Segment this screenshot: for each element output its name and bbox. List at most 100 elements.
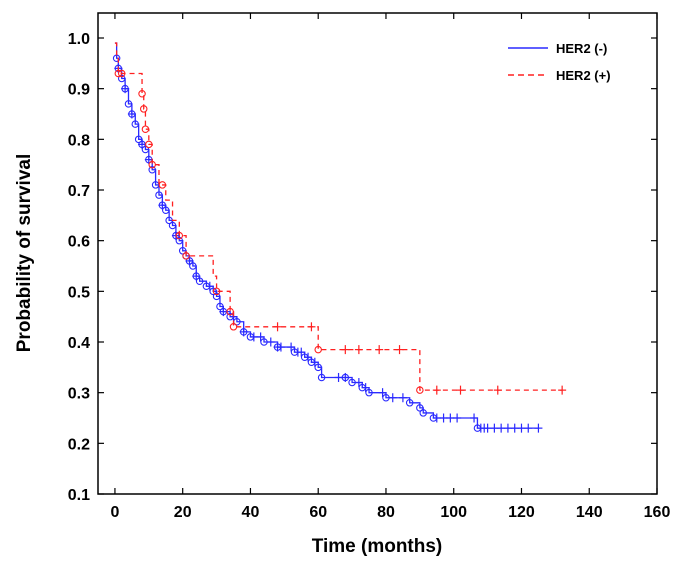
event-mark-her2-neg (141, 145, 150, 154)
x-tick-label: 160 (644, 504, 671, 521)
event-mark-her2-neg (178, 247, 187, 255)
event-mark-her2-pos (141, 125, 150, 133)
y-tick-label: 0.4 (68, 335, 90, 352)
event-mark-her2-neg (273, 343, 282, 351)
event-mark-her2-neg (212, 292, 221, 301)
censor-mark-her2-neg (490, 423, 499, 433)
event-mark-her2-pos (145, 140, 153, 149)
event-mark-her2-pos (226, 307, 234, 316)
x-tick-label: 20 (174, 504, 192, 521)
censor-mark-her2-pos (456, 385, 465, 395)
event-mark-her2-neg (348, 378, 356, 387)
event-mark-her2-pos (175, 231, 184, 240)
x-axis-label: Time (months) (312, 536, 443, 557)
legend-label-her2-neg: HER2 (-) (556, 41, 607, 56)
x-tick-label: 60 (309, 504, 327, 521)
event-mark-her2-neg (202, 282, 211, 291)
censor-mark-her2-pos (307, 322, 316, 332)
event-mark-her2-neg (195, 277, 204, 285)
censor-mark-her2-pos (395, 345, 404, 355)
censor-mark-her2-neg (446, 413, 455, 423)
event-mark-her2-pos (158, 181, 167, 189)
censor-mark-her2-pos (493, 385, 502, 395)
event-mark-her2-pos (229, 323, 238, 331)
event-mark-her2-neg (134, 135, 143, 144)
event-mark-her2-neg (148, 165, 156, 174)
x-tick-label: 120 (508, 504, 535, 521)
event-mark-her2-neg (239, 328, 248, 336)
censor-mark-her2-neg (503, 423, 512, 433)
censor-mark-her2-neg (398, 393, 407, 403)
event-mark-her2-neg (405, 399, 414, 407)
censor-mark-her2-pos (558, 385, 567, 395)
x-tick-label: 100 (440, 504, 467, 521)
x-axis-ticks: 0 20 40 60 80 100 120 140 160 (110, 13, 670, 521)
censor-mark-her2-neg (524, 423, 533, 433)
event-mark-her2-neg (419, 409, 427, 417)
censor-mark-her2-pos (354, 345, 363, 355)
censor-mark-her2-pos (341, 345, 350, 355)
event-mark-her2-neg (341, 373, 350, 382)
event-mark-her2-pos (212, 287, 221, 296)
x-tick-label: 40 (242, 504, 260, 521)
event-mark-her2-neg (209, 287, 217, 296)
censor-mark-her2-pos (273, 322, 282, 332)
censor-mark-her2-neg (497, 423, 506, 433)
event-mark-her2-neg (246, 333, 255, 341)
event-mark-her2-neg (226, 312, 234, 321)
event-mark-her2-neg (121, 84, 129, 93)
event-mark-her2-neg (155, 191, 163, 199)
event-mark-her2-neg (124, 100, 133, 108)
y-tick-label: 0.1 (68, 487, 90, 504)
censor-mark-her2-neg (334, 372, 343, 382)
y-tick-label: 0.9 (68, 82, 90, 99)
event-mark-her2-neg (117, 74, 126, 83)
event-mark-her2-neg (317, 373, 326, 382)
censor-mark-her2-pos (375, 345, 384, 355)
y-tick-label: 1.0 (68, 31, 90, 48)
event-mark-her2-neg (473, 424, 482, 432)
censor-mark-her2-neg (297, 347, 306, 357)
y-tick-label: 0.6 (68, 234, 90, 251)
censor-mark-her2-neg (266, 337, 275, 347)
event-mark-her2-neg (416, 404, 424, 412)
censor-mark-her2-neg (439, 413, 448, 423)
censor-mark-her2-neg (256, 332, 265, 342)
censor-mark-her2-neg (534, 423, 543, 433)
event-mark-her2-neg (158, 201, 167, 209)
censor-mark-her2-neg (388, 393, 397, 403)
censor-mark-her2-neg (378, 388, 387, 398)
event-mark-her2-neg (192, 272, 200, 280)
event-mark-her2-pos (416, 386, 424, 394)
y-tick-label: 0.2 (68, 436, 90, 453)
x-tick-label: 80 (377, 504, 395, 521)
event-mark-her2-neg (358, 383, 367, 392)
censor-mark-her2-neg (287, 342, 296, 352)
plot-frame (97, 12, 658, 495)
censor-mark-her2-neg (470, 413, 479, 423)
event-mark-her2-neg (365, 388, 373, 397)
event-mark-her2-neg (175, 236, 184, 245)
y-tick-label: 0.3 (68, 386, 90, 403)
event-mark-her2-pos (117, 69, 126, 78)
event-mark-her2-neg (128, 110, 136, 118)
event-mark-her2-neg (185, 257, 194, 265)
event-mark-her2-pos (114, 69, 123, 78)
censor-mark-her2-neg (354, 378, 363, 388)
event-mark-her2-pos (182, 252, 190, 260)
event-mark-her2-neg (131, 120, 140, 128)
event-mark-her2-neg (260, 338, 268, 346)
event-mark-her2-neg (307, 358, 316, 367)
event-mark-her2-neg (290, 348, 299, 356)
y-tick-label: 0.8 (68, 132, 90, 149)
event-mark-her2-neg (216, 302, 224, 311)
y-axis-ticks: 0.1 0.2 0.3 0.4 0.5 0.6 0.7 0.8 0.9 1.0 (68, 31, 657, 504)
censor-mark-her2-neg (483, 423, 492, 433)
event-mark-her2-neg (382, 393, 390, 402)
y-axis-label: Probability of survival (14, 154, 35, 353)
censor-mark-her2-pos (432, 385, 441, 395)
legend: HER2 (-) HER2 (+) (508, 41, 611, 83)
event-mark-her2-neg (429, 414, 438, 422)
series-layer (112, 42, 567, 433)
